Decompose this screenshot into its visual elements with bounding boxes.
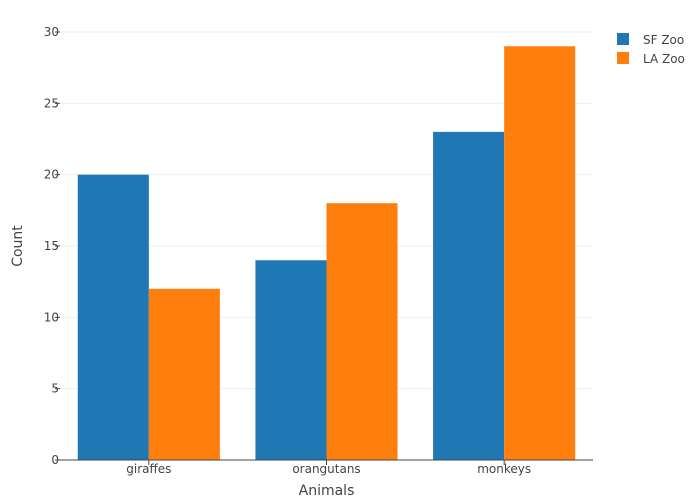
bar-la-zoo-monkeys[interactable]: [504, 46, 576, 461]
bar-sf-zoo-giraffes[interactable]: [77, 174, 149, 460]
y-tick-label-30: 30: [44, 25, 59, 39]
bar-sf-zoo-monkeys[interactable]: [433, 131, 505, 460]
legend-label-sf-zoo: SF Zoo: [643, 33, 684, 47]
legend-swatch-la-zoo: [617, 52, 629, 64]
y-tick-label-15: 15: [44, 239, 59, 253]
x-tick-label-giraffes: giraffes: [126, 462, 171, 476]
legend: SF Zoo LA Zoo: [617, 33, 685, 66]
y-tick-label-10: 10: [44, 310, 59, 324]
legend-item-sf-zoo[interactable]: SF Zoo: [617, 33, 684, 47]
bar-la-zoo-giraffes[interactable]: [148, 288, 220, 460]
x-tick-label-monkeys: monkeys: [477, 462, 531, 476]
x-axis-title: Animals: [299, 483, 355, 499]
legend-item-la-zoo[interactable]: LA Zoo: [617, 52, 685, 66]
legend-label-la-zoo: LA Zoo: [643, 52, 685, 66]
bar-sf-zoo-orangutans[interactable]: [255, 260, 327, 460]
bars: [77, 46, 576, 461]
y-axis-title: Count: [10, 225, 26, 267]
legend-swatch-sf-zoo: [617, 33, 629, 45]
y-tick-label-25: 25: [44, 96, 59, 110]
bar-la-zoo-orangutans[interactable]: [326, 203, 398, 460]
y-tick-label-20: 20: [44, 168, 59, 182]
x-tick-label-orangutans: orangutans: [292, 462, 360, 476]
x-tick-labels: giraffes orangutans monkeys: [126, 460, 531, 476]
